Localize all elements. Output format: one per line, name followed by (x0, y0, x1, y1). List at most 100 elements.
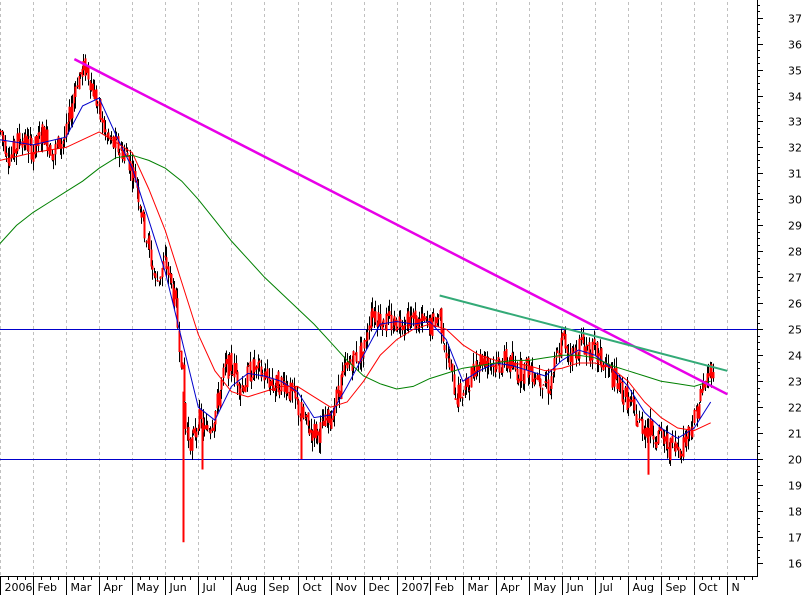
candle-body (333, 406, 336, 416)
candle-body (154, 273, 157, 278)
candle-body (425, 317, 428, 320)
candle-body (93, 89, 96, 100)
candle-body (82, 60, 85, 71)
candle-body (479, 353, 482, 366)
y-tick-label: 16 (788, 558, 802, 571)
candle-body (246, 366, 249, 388)
candle-body (550, 376, 553, 390)
candle-body (561, 333, 564, 341)
candle-body (27, 139, 30, 152)
x-tick-label: Jun (169, 581, 187, 594)
candle-body (525, 358, 528, 364)
candle-body (555, 355, 558, 358)
candle-body (327, 409, 330, 423)
candle-body (266, 368, 269, 379)
candle-body (472, 363, 475, 375)
candle-body (490, 365, 493, 367)
candle-body (109, 136, 112, 140)
candle-body (352, 351, 355, 368)
candle-body (409, 316, 412, 327)
y-tick-label: 20 (788, 454, 802, 467)
candle-body (563, 330, 566, 336)
y-tick-label: 32 (788, 142, 802, 155)
candle-body (462, 392, 465, 396)
candle-body (313, 423, 316, 438)
candle-body (547, 379, 550, 394)
candle-body (282, 378, 285, 380)
candle-body (541, 388, 544, 390)
candle-body (693, 409, 696, 424)
y-tick-label: 29 (788, 220, 802, 233)
candle-body (443, 344, 446, 351)
x-tick-label: Feb (38, 581, 57, 594)
candle-body (578, 338, 581, 359)
candle-body (602, 365, 605, 371)
x-tick-label: Jul (599, 581, 613, 594)
candle-body (183, 364, 186, 402)
candle-body (203, 425, 206, 430)
y-tick-label: 18 (788, 506, 802, 519)
y-tick-label: 34 (788, 91, 802, 104)
candle-body (85, 66, 88, 73)
candle-body (235, 363, 238, 374)
candle-body (272, 384, 275, 391)
candle-body (357, 361, 360, 364)
candle-body (567, 352, 570, 354)
candle-body (624, 387, 627, 397)
candle-body (24, 134, 27, 146)
candle-body (583, 346, 586, 355)
candle-body (622, 399, 625, 405)
candle-body (10, 154, 13, 159)
candle-body (340, 374, 343, 399)
candle-body (434, 317, 437, 327)
candle-body (137, 187, 140, 203)
candle-body (688, 427, 691, 431)
candle-body (618, 376, 621, 391)
candle-body (57, 136, 60, 148)
candle-body (470, 367, 473, 388)
candle-body (220, 379, 223, 390)
candle-body (421, 313, 424, 322)
candle-body (35, 135, 38, 146)
candle-body (453, 374, 456, 395)
candle-body (233, 362, 236, 378)
candle-body (476, 364, 479, 371)
trendlines (73, 58, 728, 396)
candle-body (604, 361, 607, 368)
candle-body (701, 388, 704, 393)
candle-body (332, 415, 335, 420)
candle-body (343, 365, 346, 373)
candle-body (126, 152, 129, 158)
candle-body (180, 350, 183, 368)
candle-body (107, 132, 110, 138)
candle-body (346, 361, 349, 369)
candle-body (271, 377, 274, 386)
candle-body (43, 126, 46, 145)
candle-body (649, 418, 652, 437)
candle-body (8, 157, 11, 166)
candle-body (242, 386, 245, 392)
candle-body (139, 205, 142, 209)
candle-body (635, 414, 638, 426)
y-tick-label: 36 (788, 39, 802, 52)
candle-body (104, 129, 107, 133)
candle-body (538, 374, 541, 383)
candle-body (95, 89, 98, 106)
candle-body (549, 390, 552, 395)
candle-body (68, 106, 71, 122)
candle-body (662, 431, 665, 440)
candle-body (280, 376, 283, 392)
candle-body (605, 364, 608, 367)
candle-body (307, 412, 310, 426)
candle-body (658, 426, 661, 431)
candle-body (467, 378, 470, 388)
candle-body (167, 266, 170, 276)
candle-body (78, 76, 81, 90)
y-tick-label: 30 (788, 194, 802, 207)
candle-body (638, 418, 641, 421)
candle-body (112, 136, 115, 148)
candle-body (517, 378, 520, 383)
x-tick-label: Oct (699, 581, 719, 594)
